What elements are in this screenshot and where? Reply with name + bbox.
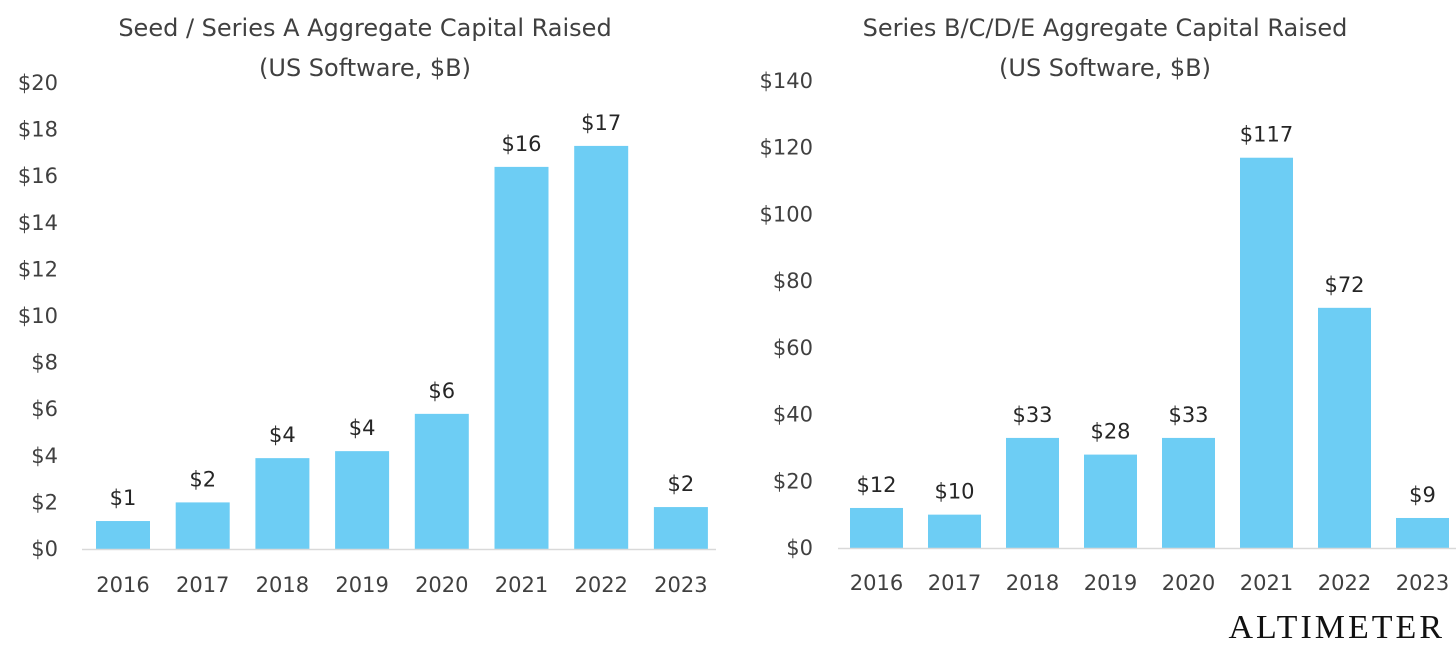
bar-2023 [1396,517,1449,548]
y-tick-label: $140 [760,69,813,93]
bar-2022 [574,145,629,549]
x-tick-label: 2019 [1084,571,1137,595]
chart-title: Series B/C/D/E Aggregate Capital Raised [863,14,1348,42]
y-tick-label: $16 [18,164,58,188]
data-label: $6 [428,379,455,403]
y-tick-label: $40 [773,403,813,427]
x-tick-label: 2017 [176,573,229,597]
x-tick-label: 2023 [1396,571,1449,595]
y-tick-label: $4 [31,444,58,468]
bar-2021 [494,166,549,549]
bar-2023 [653,507,708,549]
data-label: $33 [1012,403,1052,427]
x-tick-label: 2018 [1006,571,1059,595]
x-tick-label: 2021 [495,573,548,597]
data-label: $4 [269,423,296,447]
y-tick-label: $100 [760,202,813,226]
chart-subtitle: (US Software, $B) [259,54,471,82]
x-tick-label: 2017 [928,571,981,595]
y-tick-label: $20 [18,71,58,95]
y-tick-label: $12 [18,257,58,281]
data-label: $12 [856,473,896,497]
x-tick-label: 2021 [1240,571,1293,595]
data-label: $2 [189,467,216,491]
data-label: $9 [1409,483,1436,507]
bar-2017 [175,502,230,549]
y-tick-label: $20 [773,469,813,493]
x-tick-label: 2019 [335,573,388,597]
bar-2022 [1318,307,1371,548]
data-label: $33 [1168,403,1208,427]
data-label: $16 [501,132,541,156]
y-tick-label: $6 [31,397,58,421]
x-tick-label: 2022 [574,573,627,597]
bar-2016 [850,507,903,548]
y-tick-label: $0 [786,536,813,560]
bar-2021 [1240,157,1293,548]
y-tick-label: $2 [31,490,58,514]
chart-subtitle: (US Software, $B) [999,54,1211,82]
data-label: $117 [1240,123,1293,147]
bar-2020 [1162,437,1215,548]
y-tick-label: $8 [31,351,58,375]
series-bcde-chart: Series B/C/D/E Aggregate Capital Raised … [760,14,1456,595]
seed-series-a-chart: Seed / Series A Aggregate Capital Raised… [18,14,716,597]
bar-2020 [414,413,469,549]
data-label: $17 [581,111,621,135]
bar-2017 [928,514,981,548]
data-label: $72 [1324,273,1364,297]
y-tick-label: $10 [18,304,58,328]
x-tick-label: 2016 [96,573,149,597]
x-tick-label: 2016 [850,571,903,595]
x-tick-label: 2023 [654,573,707,597]
chart-title: Seed / Series A Aggregate Capital Raised [118,14,611,42]
bar-2018 [1006,437,1059,548]
altimeter-logo: ALTIMETER [1228,609,1445,646]
data-label: $4 [349,416,376,440]
data-label: $28 [1090,420,1130,444]
y-tick-label: $120 [760,136,813,160]
x-tick-label: 2020 [1162,571,1215,595]
bar-2019 [1084,454,1137,548]
x-tick-label: 2018 [256,573,309,597]
y-tick-label: $18 [18,118,58,142]
bar-2018 [255,458,310,549]
data-label: $10 [934,480,974,504]
x-tick-label: 2020 [415,573,468,597]
y-tick-label: $80 [773,269,813,293]
y-tick-label: $14 [18,211,58,235]
data-label: $1 [110,486,137,510]
data-label: $2 [668,472,695,496]
y-tick-label: $0 [31,537,58,561]
bar-2019 [335,451,390,549]
bar-2016 [96,521,150,549]
x-tick-label: 2022 [1318,571,1371,595]
y-tick-label: $60 [773,336,813,360]
